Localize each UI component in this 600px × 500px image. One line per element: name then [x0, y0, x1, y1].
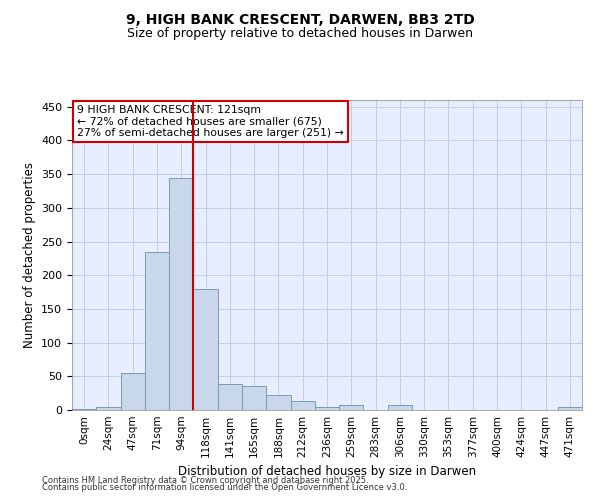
Bar: [388, 404, 412, 410]
Bar: [193, 288, 218, 410]
X-axis label: Distribution of detached houses by size in Darwen: Distribution of detached houses by size …: [178, 466, 476, 478]
Text: Contains public sector information licensed under the Open Government Licence v3: Contains public sector information licen…: [42, 484, 407, 492]
Text: 9 HIGH BANK CRESCENT: 121sqm
← 72% of detached houses are smaller (675)
27% of s: 9 HIGH BANK CRESCENT: 121sqm ← 72% of de…: [77, 104, 344, 138]
Bar: [558, 408, 582, 410]
Bar: [121, 373, 145, 410]
Bar: [169, 178, 193, 410]
Bar: [242, 386, 266, 410]
Bar: [96, 408, 121, 410]
Bar: [145, 252, 169, 410]
Bar: [339, 406, 364, 410]
Text: Size of property relative to detached houses in Darwen: Size of property relative to detached ho…: [127, 28, 473, 40]
Bar: [315, 406, 339, 410]
Text: Contains HM Land Registry data © Crown copyright and database right 2025.: Contains HM Land Registry data © Crown c…: [42, 476, 368, 485]
Bar: [218, 384, 242, 410]
Bar: [266, 395, 290, 410]
Bar: [290, 401, 315, 410]
Y-axis label: Number of detached properties: Number of detached properties: [23, 162, 35, 348]
Text: 9, HIGH BANK CRESCENT, DARWEN, BB3 2TD: 9, HIGH BANK CRESCENT, DARWEN, BB3 2TD: [125, 12, 475, 26]
Bar: [72, 408, 96, 410]
